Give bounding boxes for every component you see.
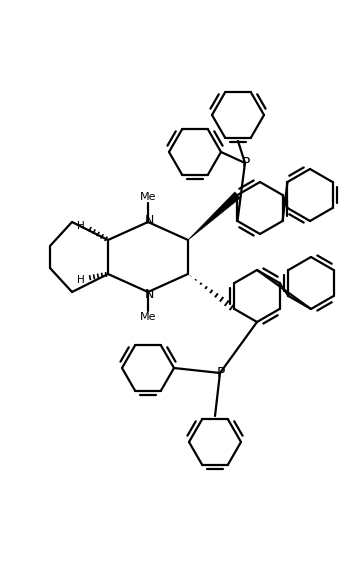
Text: N: N bbox=[144, 214, 154, 227]
Text: Me: Me bbox=[140, 312, 156, 322]
Text: Me: Me bbox=[140, 192, 156, 202]
Text: N: N bbox=[144, 287, 154, 301]
Polygon shape bbox=[188, 192, 240, 240]
Text: H: H bbox=[77, 275, 85, 285]
Text: P: P bbox=[217, 366, 225, 380]
Text: P: P bbox=[242, 156, 250, 170]
Text: H: H bbox=[77, 221, 85, 231]
